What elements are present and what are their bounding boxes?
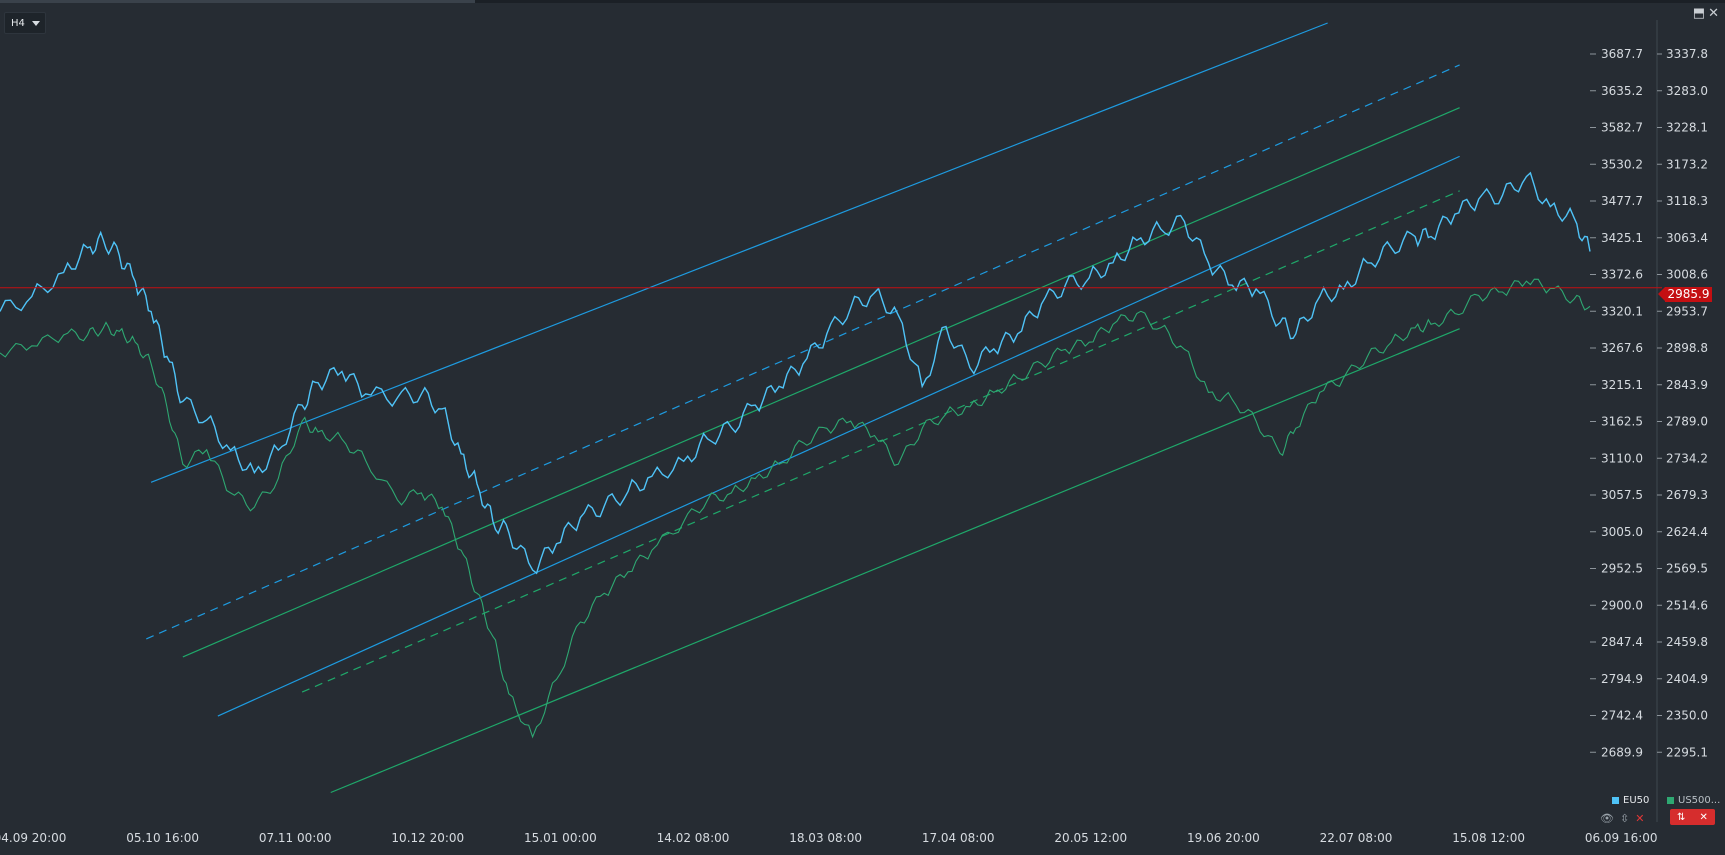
y-right-tick-label: 3008.6	[1666, 268, 1708, 282]
timeframe-dropdown[interactable]: H4	[4, 12, 46, 34]
y-left-tick-label: 3320.1	[1601, 304, 1643, 318]
y-right-tick-label: 2734.2	[1666, 451, 1708, 465]
y-right-tick-label: 2898.8	[1666, 341, 1708, 355]
channel-line-blue-0[interactable]	[150, 22, 1328, 483]
chevron-down-icon	[31, 20, 40, 26]
legend-label: EU50	[1623, 795, 1650, 806]
x-tick-label: 07.11 00:00	[259, 831, 332, 845]
y-right-tick-label: 3118.3	[1666, 194, 1708, 208]
legend-label: US500...	[1678, 795, 1721, 806]
top-bar	[0, 0, 1725, 3]
legend-swatch	[1612, 797, 1619, 804]
top-bar-segment	[0, 0, 475, 3]
channel-line-blue-1[interactable]	[146, 64, 1460, 640]
y-axis-left: 3687.7 3635.2 3582.7 3530.2 3477.7 3425.1 3372…	[1590, 47, 1643, 759]
y-right-tick-label: 2789.0	[1666, 415, 1708, 429]
y-axis-right: 3337.8 3283.0 3228.1 3173.2 3118.3 3063.4 3008…	[1657, 47, 1708, 759]
x-tick-label: 17.04 08:00	[922, 831, 995, 845]
series-lines	[0, 171, 1591, 739]
legend-item-eu50[interactable]: EU50	[1612, 795, 1649, 806]
current-price-tag: 2985.9	[1658, 287, 1712, 302]
x-tick-label: 20.05 12:00	[1054, 831, 1127, 845]
y-left-tick-label: 2847.4	[1601, 635, 1643, 649]
y-left-tick-label: 3215.1	[1601, 378, 1643, 392]
x-tick-label: 04.09 20:00	[0, 831, 66, 845]
y-right-tick-label: 2624.4	[1666, 525, 1708, 539]
close-compare-icon[interactable]: ✕	[1699, 811, 1708, 823]
y-left-tick-label: 2952.5	[1601, 562, 1643, 576]
y-left-tick-label: 3057.5	[1601, 488, 1643, 502]
x-tick-label: 06.09 16:00	[1585, 831, 1658, 845]
y-left-tick-label: 3162.5	[1601, 415, 1643, 429]
y-left-tick-label: 2689.9	[1601, 745, 1643, 759]
y-right-tick-label: 2514.6	[1666, 598, 1708, 612]
close-icon[interactable]: ✕	[1708, 6, 1719, 21]
series-line-eu50	[0, 171, 1591, 575]
channel-line-green-5[interactable]	[330, 328, 1460, 794]
y-left-tick-label: 3267.6	[1601, 341, 1643, 355]
y-right-tick-label: 2404.9	[1666, 672, 1708, 686]
window-controls: ⬒ ✕	[1693, 6, 1719, 21]
compare-icon[interactable]: ⇅	[1677, 811, 1686, 823]
channel-lines[interactable]	[146, 22, 1460, 794]
x-tick-label: 05.10 16:00	[126, 831, 199, 845]
legend-item-us500[interactable]: US500...	[1667, 795, 1720, 806]
series-controls: 👁 ⇳ ✕	[1600, 812, 1644, 825]
x-axis: 04.09 20:00 05.10 16:00 07.11 00:00 10.12 2…	[0, 831, 1658, 845]
remove-icon[interactable]: ✕	[1635, 812, 1645, 825]
y-right-tick-label: 2295.1	[1666, 745, 1708, 759]
y-left-tick-label: 3425.1	[1601, 231, 1643, 245]
y-left-tick-label: 3687.7	[1601, 47, 1643, 61]
y-right-tick-label: 3173.2	[1666, 157, 1708, 171]
y-right-tick-label: 3337.8	[1666, 47, 1708, 61]
y-left-tick-label: 3635.2	[1601, 84, 1643, 98]
y-right-tick-label: 2679.3	[1666, 488, 1708, 502]
channel-line-green-4[interactable]	[301, 190, 1460, 693]
y-left-tick-label: 3110.0	[1601, 451, 1643, 465]
timeframe-label: H4	[11, 17, 25, 29]
y-left-tick-label: 3477.7	[1601, 194, 1643, 208]
x-tick-label: 15.08 12:00	[1452, 831, 1525, 845]
x-tick-label: 19.06 20:00	[1187, 831, 1260, 845]
channel-line-green-3[interactable]	[182, 107, 1460, 658]
y-right-tick-label: 2459.8	[1666, 635, 1708, 649]
x-tick-label: 15.01 00:00	[524, 831, 597, 845]
x-tick-label: 22.07 08:00	[1320, 831, 1393, 845]
y-right-tick-label: 2569.5	[1666, 562, 1708, 576]
y-left-tick-label: 2794.9	[1601, 672, 1643, 686]
restore-icon[interactable]: ⬒	[1692, 6, 1706, 21]
compare-toolbar[interactable]: ⇅ ✕	[1670, 809, 1715, 825]
y-left-tick-label: 2900.0	[1601, 598, 1643, 612]
x-tick-label: 10.12 20:00	[391, 831, 464, 845]
y-right-tick-label: 3283.0	[1666, 84, 1708, 98]
series-line-us500	[0, 278, 1591, 739]
sort-arrows-icon[interactable]: ⇳	[1619, 812, 1630, 825]
x-tick-label: 14.02 08:00	[657, 831, 730, 845]
y-left-tick-label: 3582.7	[1601, 121, 1643, 135]
y-right-tick-label: 2953.7	[1666, 304, 1708, 318]
eye-icon[interactable]: 👁	[1600, 812, 1614, 825]
y-left-tick-label: 3530.2	[1601, 157, 1643, 171]
y-right-tick-label: 3228.1	[1666, 121, 1708, 135]
y-left-tick-label: 3005.0	[1601, 525, 1643, 539]
channel-line-blue-2[interactable]	[217, 155, 1460, 717]
y-right-tick-label: 2350.0	[1666, 709, 1708, 723]
y-left-tick-label: 3372.6	[1601, 268, 1643, 282]
legend-swatch	[1667, 797, 1674, 804]
y-right-tick-label: 2843.9	[1666, 378, 1708, 392]
y-left-tick-label: 2742.4	[1601, 709, 1643, 723]
x-tick-label: 18.03 08:00	[789, 831, 862, 845]
y-right-tick-label: 3063.4	[1666, 231, 1708, 245]
